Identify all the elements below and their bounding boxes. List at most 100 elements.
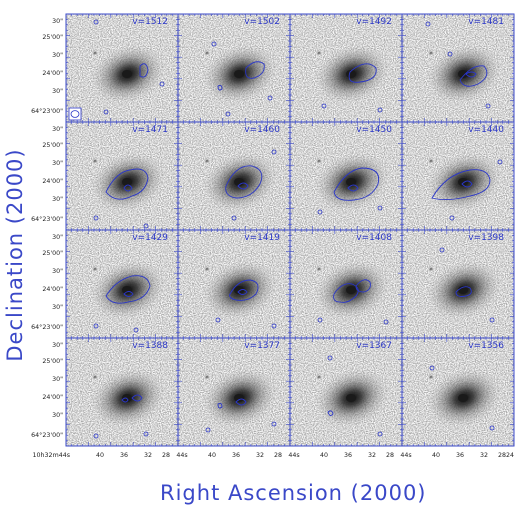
y-tick-label: 25'00" xyxy=(42,250,63,257)
channel-panel: * v=1398 xyxy=(401,229,515,339)
y-tick-label: 64°23'00" xyxy=(31,215,63,223)
velocity-label: v=1419 xyxy=(244,233,280,243)
y-tick-label: 30" xyxy=(52,268,63,275)
y-tick-label: 30" xyxy=(52,88,63,95)
hi-contour xyxy=(347,184,359,192)
galaxy-nucleus xyxy=(122,286,132,294)
channel-panel: * v=1356 xyxy=(401,337,515,447)
star-marker: * xyxy=(429,158,433,167)
y-tick-label: 30" xyxy=(52,234,63,241)
x-tick-label: 36 xyxy=(232,452,240,459)
channel-panel: * v=1429 xyxy=(65,229,179,339)
x-tick-label: 32 xyxy=(144,452,152,459)
velocity-label: v=1377 xyxy=(244,341,280,351)
y-tick-label: 64°23'00" xyxy=(31,431,63,439)
velocity-label: v=1512 xyxy=(132,17,168,27)
star-marker: * xyxy=(93,50,97,59)
channel-panel: * v=1471 xyxy=(65,121,179,231)
hi-contour xyxy=(455,286,472,297)
x-tick-label: 36 xyxy=(456,452,464,459)
hi-contour xyxy=(93,433,99,439)
y-tick-label: 30" xyxy=(52,196,63,203)
channel-panel: * v=1377 xyxy=(177,337,291,447)
hi-contour xyxy=(131,394,143,402)
hi-contour xyxy=(123,184,133,192)
channel-panel: * v=1492 xyxy=(289,13,403,123)
hi-contour xyxy=(327,410,334,417)
velocity-label: v=1388 xyxy=(132,341,168,351)
beam-ellipse xyxy=(70,110,80,118)
x-tick-label: 44s xyxy=(176,452,187,459)
hi-contour xyxy=(139,63,149,78)
hi-contour xyxy=(327,355,333,361)
velocity-label: v=1481 xyxy=(468,17,504,27)
galaxy-nucleus xyxy=(234,286,244,294)
y-tick-label: 24'00" xyxy=(42,286,63,293)
hi-contour xyxy=(439,247,445,253)
hi-contour xyxy=(93,215,99,221)
galaxy-nucleus xyxy=(346,394,356,402)
hi-contour xyxy=(215,317,221,323)
channel-panel: * v=1512 xyxy=(65,13,179,123)
x-tick-label: 28 xyxy=(274,452,282,459)
hi-contour xyxy=(459,65,488,87)
hi-contour xyxy=(93,19,99,25)
hi-contour xyxy=(321,103,327,109)
y-tick-label: 25'00" xyxy=(42,142,63,149)
velocity-label: v=1367 xyxy=(356,341,392,351)
y-tick-label: 25'00" xyxy=(42,358,63,365)
hi-contour xyxy=(497,159,503,165)
hi-contour xyxy=(383,319,389,325)
channel-panel: * v=1408 xyxy=(289,229,403,339)
y-tick-label: 30" xyxy=(52,376,63,383)
x-tick-label: 32 xyxy=(480,452,488,459)
y-tick-label: 30" xyxy=(52,342,63,349)
velocity-label: v=1492 xyxy=(356,17,392,27)
velocity-label: v=1460 xyxy=(244,125,280,135)
hi-contour xyxy=(217,84,223,91)
x-axis-title: Right Ascension (2000) xyxy=(160,481,427,505)
x-tick-label: 36 xyxy=(120,452,128,459)
velocity-label: v=1429 xyxy=(132,233,168,243)
x-tick-label: 40 xyxy=(320,452,328,459)
star-marker: * xyxy=(317,266,321,275)
velocity-label: v=1440 xyxy=(468,125,504,135)
hi-contour xyxy=(105,275,151,304)
x-tick-label: 40 xyxy=(432,452,440,459)
hi-contour xyxy=(229,279,259,301)
velocity-label: v=1408 xyxy=(356,233,392,243)
hi-contour xyxy=(377,205,383,211)
x-tick-label: 32 xyxy=(368,452,376,459)
velocity-label: v=1356 xyxy=(468,341,504,351)
star-marker: * xyxy=(317,374,321,383)
channel-panel: * v=1502 xyxy=(177,13,291,123)
star-marker: * xyxy=(205,374,209,383)
star-marker: * xyxy=(429,374,433,383)
star-marker: * xyxy=(93,266,97,275)
hi-contour xyxy=(133,327,139,333)
hi-contour xyxy=(377,431,383,437)
galaxy-nucleus xyxy=(122,178,132,186)
velocity-label: v=1471 xyxy=(132,125,168,135)
hi-contour xyxy=(431,169,491,201)
hi-contour xyxy=(225,111,231,117)
y-tick-label: 30" xyxy=(52,160,63,167)
x-tick-label: 44s xyxy=(288,452,299,459)
hi-contour xyxy=(267,95,273,101)
star-marker: * xyxy=(429,50,433,59)
galaxy-nucleus xyxy=(458,394,468,402)
star-marker: * xyxy=(93,374,97,383)
star-marker: * xyxy=(317,50,321,59)
x-tick-label: 10h32m44s xyxy=(33,452,70,459)
y-tick-label: 30" xyxy=(52,304,63,311)
x-tick-label: 40 xyxy=(96,452,104,459)
hi-contour xyxy=(205,427,211,433)
hi-contour xyxy=(121,397,129,403)
velocity-label: v=1502 xyxy=(244,17,280,27)
y-tick-label: 30" xyxy=(52,18,63,25)
hi-contour xyxy=(217,402,223,409)
channel-panel: * v=1481 xyxy=(401,13,515,123)
x-tick-label: 40 xyxy=(208,452,216,459)
hi-contour xyxy=(235,398,247,406)
hi-contour xyxy=(237,182,249,190)
